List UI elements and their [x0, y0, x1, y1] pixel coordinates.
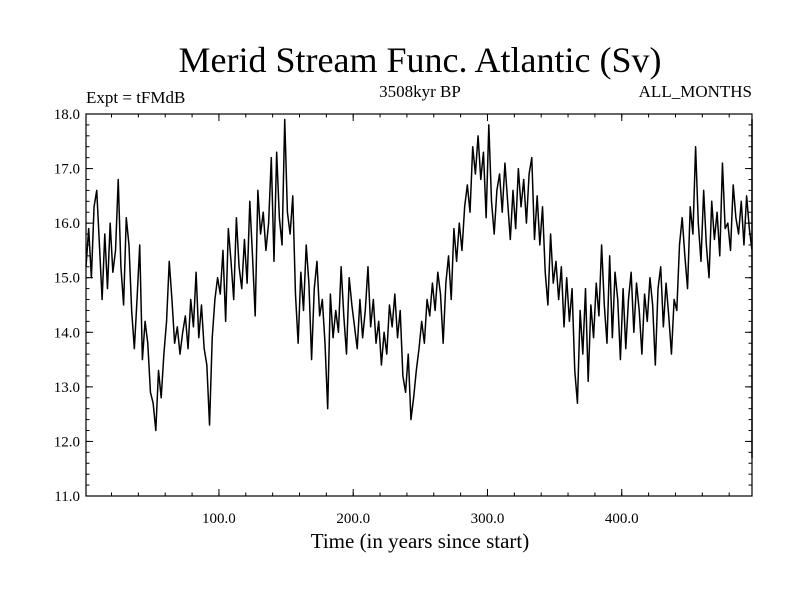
- x-axis-label: Time (in years since start): [311, 529, 530, 553]
- series-line: [85, 118, 753, 459]
- y-tick-label: 15.0: [54, 271, 80, 287]
- y-tick-label: 18.0: [54, 107, 80, 123]
- months-label: ALL_MONTHS: [639, 82, 752, 101]
- plot-frame: [85, 113, 753, 497]
- period-label: 3508kyr BP: [379, 82, 461, 101]
- y-tick-label: 14.0: [54, 325, 80, 341]
- x-tick-label: 400.0: [605, 511, 639, 527]
- chart-title: Merid Stream Func. Atlantic (Sv): [179, 40, 662, 80]
- y-tick-label: 16.0: [54, 216, 80, 232]
- y-tick-label: 13.0: [54, 380, 80, 396]
- axes: 11.0 12.0 13.0 14.0 15.0 16.0 17.0 18.0 100.0 200…: [54, 107, 752, 527]
- x-tick-label: 100.0: [202, 511, 236, 527]
- experiment-label: Expt = tFMdB: [86, 88, 185, 107]
- x-tick-label: 300.0: [471, 511, 505, 527]
- series-group: [85, 118, 753, 459]
- y-tick-label: 11.0: [54, 489, 80, 505]
- y-tick-label: 17.0: [54, 162, 80, 178]
- y-tick-label: 12.0: [54, 434, 80, 450]
- x-tick-label: 200.0: [336, 511, 370, 527]
